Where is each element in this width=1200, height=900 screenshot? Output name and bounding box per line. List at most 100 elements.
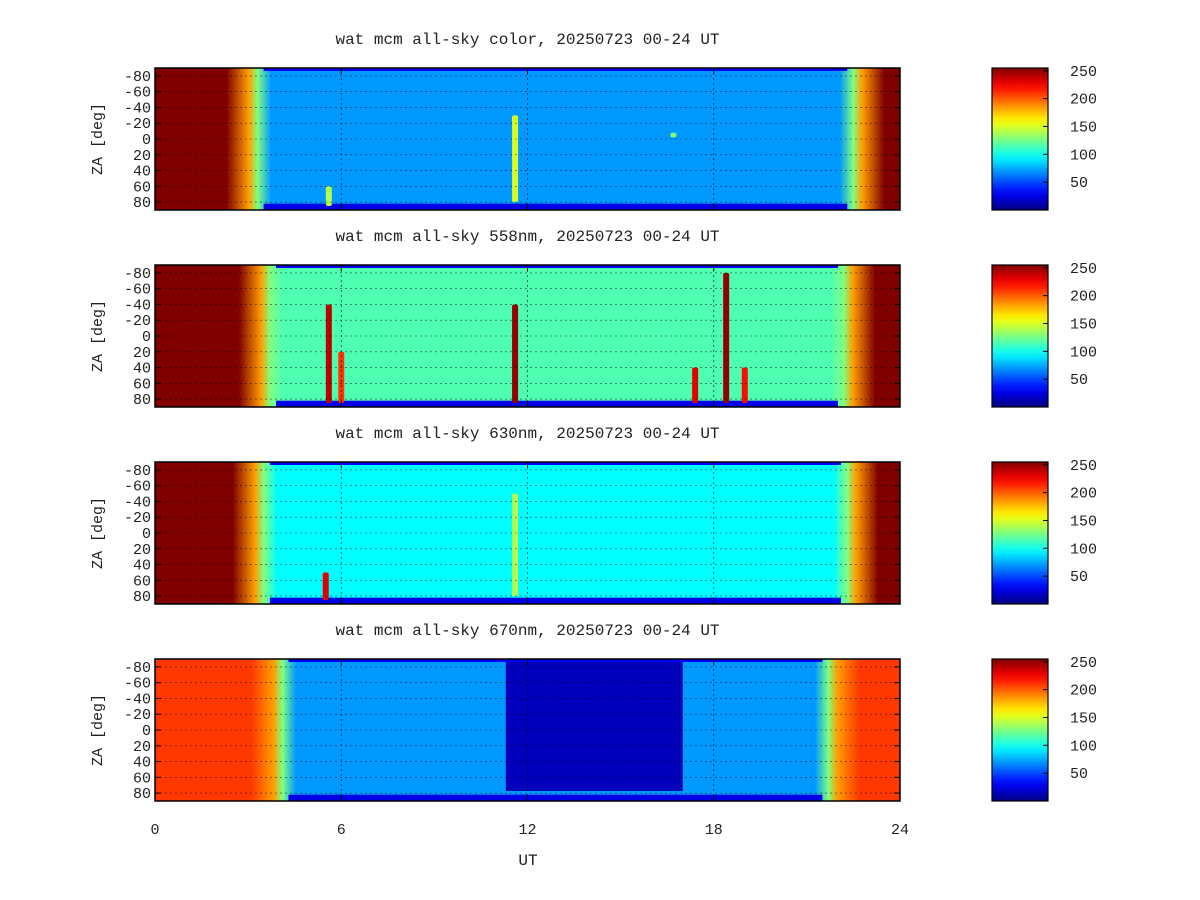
colorbar-tick-label: 200 [1070, 683, 1097, 700]
y-tick-label: 0 [142, 132, 151, 149]
y-tick-label: 0 [142, 329, 151, 346]
y-tick-label: 0 [142, 526, 151, 543]
colorbar: 50 100 150 200 250 [991, 655, 1097, 802]
colorbar-tick-label: 250 [1070, 261, 1097, 278]
auroral-feature [512, 304, 519, 404]
y-tick-label: -60 [124, 479, 151, 496]
colorbar-tick-label: 200 [1070, 486, 1097, 503]
auroral-feature [338, 351, 345, 404]
y-tick-label: 20 [133, 739, 151, 756]
horizon-band-top [269, 462, 842, 465]
y-tick-label: -40 [124, 691, 151, 708]
y-axis-label: ZA [deg] [90, 497, 107, 569]
auroral-feature [325, 186, 332, 207]
horizon-band-top [263, 68, 848, 71]
colorbar-tick-label: 150 [1070, 710, 1097, 727]
y-tick-label: 20 [133, 542, 151, 559]
y-tick-label: 60 [133, 376, 151, 393]
auroral-feature [670, 132, 677, 138]
y-tick-label: 60 [133, 179, 151, 196]
y-tick-label: 20 [133, 345, 151, 362]
y-axis-label: ZA [deg] [90, 300, 107, 372]
y-tick-label: 80 [133, 589, 151, 606]
y-tick-label: -60 [124, 676, 151, 693]
x-tick-label: 6 [337, 822, 346, 839]
y-tick-label: -60 [124, 282, 151, 299]
colorbar-tick-label: 150 [1070, 119, 1097, 136]
colorbar-tick-label: 100 [1070, 541, 1097, 558]
x-axis-label: UT [518, 852, 537, 870]
colorbar-tick-label: 100 [1070, 344, 1097, 361]
keogram-panel-2: wat mcm all-sky 558nm, 20250723 00-24 UT… [90, 228, 1097, 409]
y-tick-label: -20 [124, 313, 151, 330]
colorbar-scale [991, 658, 1049, 802]
no-data-block [505, 661, 683, 791]
horizon-band-bottom [276, 400, 838, 407]
panel-title: wat mcm all-sky color, 20250723 00-24 UT [335, 31, 719, 49]
y-tick-label: 40 [133, 558, 151, 575]
horizon-band-top [288, 659, 823, 662]
auroral-feature [692, 367, 699, 404]
colorbar-tick-label: 250 [1070, 655, 1097, 672]
y-tick-label: -20 [124, 707, 151, 724]
y-tick-label: -60 [124, 85, 151, 102]
y-tick-label: -80 [124, 660, 151, 677]
colorbar-tick-label: 100 [1070, 147, 1097, 164]
y-tick-label: 60 [133, 573, 151, 590]
colorbar: 50 100 150 200 250 [991, 64, 1097, 211]
colorbar-tick-label: 150 [1070, 316, 1097, 333]
y-tick-label: 80 [133, 392, 151, 409]
colorbar: 50 100 150 200 250 [991, 458, 1097, 605]
y-axis-label: ZA [deg] [90, 694, 107, 766]
y-tick-label: -40 [124, 494, 151, 511]
auroral-feature [741, 367, 748, 404]
horizon-band-bottom [288, 794, 823, 801]
y-tick-label: -80 [124, 266, 151, 283]
keogram-panel-1: wat mcm all-sky color, 20250723 00-24 UT… [90, 31, 1097, 212]
colorbar-scale [991, 461, 1049, 605]
colorbar-tick-label: 50 [1070, 766, 1088, 783]
y-tick-label: -20 [124, 510, 151, 527]
keogram-panel-4: wat mcm all-sky 670nm, 20250723 00-24 UT… [90, 622, 1097, 839]
auroral-feature [723, 272, 730, 404]
y-tick-label: -40 [124, 100, 151, 117]
colorbar-tick-label: 100 [1070, 738, 1097, 755]
y-tick-label: 40 [133, 361, 151, 378]
horizon-band-bottom [269, 597, 842, 604]
x-tick-label: 12 [518, 822, 536, 839]
y-tick-label: -80 [124, 69, 151, 86]
y-tick-label: 20 [133, 148, 151, 165]
x-tick-label: 0 [150, 822, 159, 839]
y-tick-label: 60 [133, 770, 151, 787]
colorbar-tick-label: 50 [1070, 175, 1088, 192]
y-tick-label: -40 [124, 297, 151, 314]
y-tick-label: -20 [124, 116, 151, 133]
colorbar: 50 100 150 200 250 [991, 261, 1097, 408]
colorbar-scale [991, 67, 1049, 211]
auroral-feature [325, 304, 332, 404]
y-axis-label: ZA [deg] [90, 103, 107, 175]
auroral-feature [512, 115, 519, 203]
auroral-feature [512, 493, 519, 597]
y-tick-label: 40 [133, 164, 151, 181]
horizon-band-top [276, 265, 838, 268]
colorbar-tick-label: 50 [1070, 569, 1088, 586]
x-tick-label: 18 [705, 822, 723, 839]
keogram-panel-3: wat mcm all-sky 630nm, 20250723 00-24 UT… [90, 425, 1097, 606]
colorbar-tick-label: 200 [1070, 92, 1097, 109]
panel-title: wat mcm all-sky 558nm, 20250723 00-24 UT [335, 228, 719, 246]
colorbar-tick-label: 200 [1070, 289, 1097, 306]
colorbar-tick-label: 250 [1070, 458, 1097, 475]
x-tick-label: 24 [891, 822, 909, 839]
panel-title: wat mcm all-sky 630nm, 20250723 00-24 UT [335, 425, 719, 443]
y-tick-label: 80 [133, 786, 151, 803]
horizon-band-bottom [263, 203, 848, 210]
colorbar-tick-label: 250 [1070, 64, 1097, 81]
y-tick-label: 40 [133, 755, 151, 772]
y-tick-label: 0 [142, 723, 151, 740]
y-tick-label: -80 [124, 463, 151, 480]
panel-title: wat mcm all-sky 670nm, 20250723 00-24 UT [335, 622, 719, 640]
colorbar-tick-label: 150 [1070, 513, 1097, 530]
